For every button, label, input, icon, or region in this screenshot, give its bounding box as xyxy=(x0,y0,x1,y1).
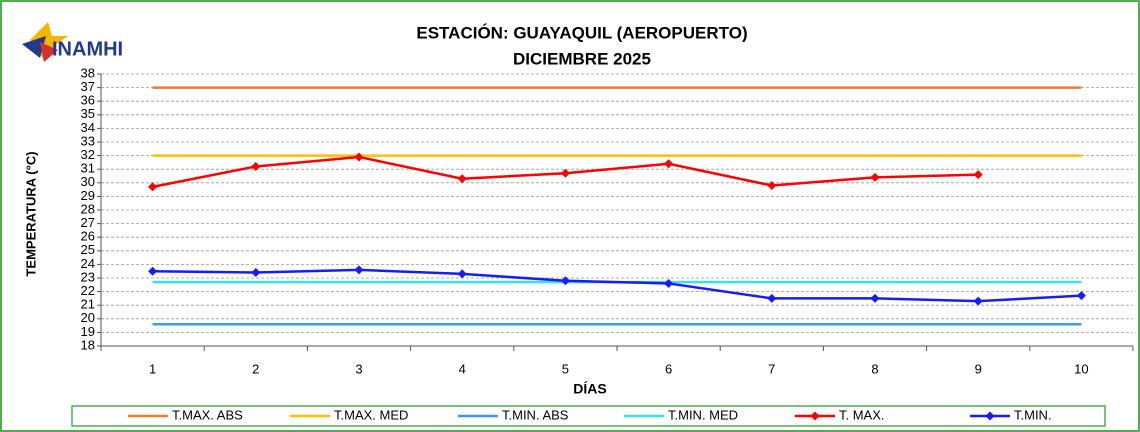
x-tick-label: 3 xyxy=(355,361,362,376)
legend-label: T.MIN. xyxy=(1014,407,1052,422)
marker xyxy=(354,265,364,275)
y-tick-label: 26 xyxy=(81,229,95,244)
marker xyxy=(870,293,880,303)
legend-box xyxy=(71,405,1106,427)
y-tick-label: 24 xyxy=(81,256,95,271)
logo-text: INAMHI xyxy=(52,38,123,60)
x-tick-label: 4 xyxy=(459,361,466,376)
y-tick-label: 19 xyxy=(81,324,95,339)
marker xyxy=(457,269,467,279)
x-axis-label: DÍAS xyxy=(573,381,606,397)
marker xyxy=(664,278,674,288)
x-tick-label: 1 xyxy=(149,361,156,376)
legend-label: T.MIN. ABS xyxy=(502,407,569,422)
legend-marker xyxy=(985,411,995,421)
marker xyxy=(251,268,261,278)
series-line xyxy=(152,268,1082,303)
x-tick-label: 5 xyxy=(562,361,569,376)
marker xyxy=(1076,291,1086,301)
x-tick-label: 10 xyxy=(1074,361,1088,376)
y-tick-label: 29 xyxy=(81,188,95,203)
legend-label: T. MAX. xyxy=(839,407,885,422)
y-tick-label: 33 xyxy=(81,133,95,148)
marker xyxy=(354,152,364,162)
legend-label: T.MIN. MED xyxy=(668,407,738,422)
y-tick-label: 30 xyxy=(81,174,95,189)
legend-label: T.MAX. MED xyxy=(334,407,408,422)
x-tick-label: 7 xyxy=(768,361,775,376)
y-tick-label: 37 xyxy=(81,79,95,94)
y-tick-label: 22 xyxy=(81,283,95,298)
y-tick-label: 27 xyxy=(81,215,95,230)
y-tick-label: 25 xyxy=(81,242,95,257)
y-tick-label: 18 xyxy=(81,337,95,352)
legend-label: T.MAX. ABS xyxy=(172,407,243,422)
x-tick-label: 8 xyxy=(871,361,878,376)
y-tick-label: 35 xyxy=(81,106,95,121)
x-tick-label: 2 xyxy=(252,361,259,376)
marker xyxy=(664,159,674,169)
y-tick-label: 34 xyxy=(81,120,95,135)
marker xyxy=(767,181,777,191)
x-tick-label: 6 xyxy=(665,361,672,376)
marker xyxy=(767,293,777,303)
chart-title: ESTACIÓN: GUAYAQUIL (AEROPUERTO) xyxy=(416,23,747,42)
marker xyxy=(457,174,467,184)
marker xyxy=(148,266,158,276)
marker xyxy=(973,170,983,180)
y-tick-label: 20 xyxy=(81,310,95,325)
marker xyxy=(870,172,880,182)
y-tick-label: 21 xyxy=(81,297,95,312)
y-tick-label: 23 xyxy=(81,269,95,284)
y-tick-label: 32 xyxy=(81,147,95,162)
logo: INAMHI xyxy=(22,22,123,62)
legend-marker xyxy=(810,411,820,421)
marker xyxy=(973,296,983,306)
marker xyxy=(148,182,158,192)
marker xyxy=(560,168,570,178)
y-axis-label: TEMPERATURA (°C) xyxy=(23,151,38,276)
marker xyxy=(251,161,261,171)
chart-subtitle: DICIEMBRE 2025 xyxy=(513,49,651,68)
y-tick-label: 31 xyxy=(81,161,95,176)
marker xyxy=(560,276,570,286)
y-tick-label: 28 xyxy=(81,201,95,216)
y-tick-label: 36 xyxy=(81,93,95,108)
x-tick-label: 9 xyxy=(975,361,982,376)
y-tick-label: 38 xyxy=(81,65,95,80)
